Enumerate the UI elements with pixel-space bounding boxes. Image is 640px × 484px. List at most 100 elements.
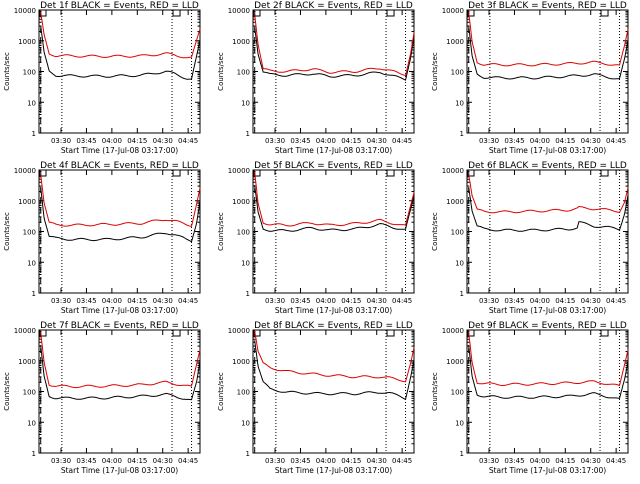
x-axis-label: Start Time (17-Jul-08 03:17:00) xyxy=(275,466,392,475)
series-line-events xyxy=(468,25,629,80)
x-tick-label: 03:45 xyxy=(290,297,310,305)
x-tick-label: 04:15 xyxy=(341,457,361,465)
plot-frame xyxy=(38,169,201,294)
y-tick-label: 1 xyxy=(32,290,36,298)
start-bracket-marker xyxy=(467,170,475,177)
x-tick-label: 03:45 xyxy=(76,457,96,465)
end-bracket-marker xyxy=(386,170,395,177)
series-line-events xyxy=(254,26,415,81)
y-tick-label: 10 xyxy=(241,419,250,427)
y-tick-label: 1000 xyxy=(18,38,36,46)
series-line-lld xyxy=(468,332,629,387)
y-tick-label: 10000 xyxy=(14,327,36,335)
x-tick-label: 04:15 xyxy=(555,297,575,305)
chart-panel-4: Det 4f BLACK = Events, RED = LLD 1 10 100 10… xyxy=(3,161,201,315)
series-line-events xyxy=(254,185,415,232)
start-bracket-marker xyxy=(39,330,47,337)
x-tick-label: 04:45 xyxy=(178,297,198,305)
y-tick-label: 1000 xyxy=(18,198,36,206)
end-bracket-marker xyxy=(172,170,181,177)
x-tick-label: 04:15 xyxy=(555,457,575,465)
chart-panel-7: Det 7f BLACK = Events, RED = LLD 1 10 100 10… xyxy=(3,321,201,475)
x-tick-label: 04:30 xyxy=(367,137,387,145)
x-tick-label: 04:45 xyxy=(392,137,412,145)
start-bracket-marker xyxy=(39,170,47,177)
y-tick-label: 100 xyxy=(23,229,36,237)
chart-panel-2: Det 2f BLACK = Events, RED = LLD 1 10 100 10… xyxy=(217,1,415,155)
end-bracket-marker xyxy=(172,330,181,337)
series-line-events xyxy=(40,25,201,80)
start-bracket-marker xyxy=(253,10,261,17)
y-tick-label: 100 xyxy=(237,389,250,397)
x-axis-label: Start Time (17-Jul-08 03:17:00) xyxy=(61,466,178,475)
chart-panel-1: Det 1f BLACK = Events, RED = LLD 1 10 100 10… xyxy=(3,1,201,155)
y-axis-label: Counts/sec xyxy=(217,212,225,251)
x-tick-label: 04:30 xyxy=(367,297,387,305)
y-axis-label: Counts/sec xyxy=(3,52,11,91)
x-tick-label: 04:00 xyxy=(530,137,550,145)
x-tick-label: 03:45 xyxy=(290,457,310,465)
series-line-lld xyxy=(40,173,201,227)
y-tick-label: 10 xyxy=(455,259,464,267)
x-axis-label: Start Time (17-Jul-08 03:17:00) xyxy=(489,146,606,155)
y-tick-label: 1 xyxy=(32,450,36,458)
y-tick-label: 10000 xyxy=(228,7,250,15)
x-tick-label: 04:15 xyxy=(127,457,147,465)
plot-frame xyxy=(38,329,201,454)
x-tick-label: 04:00 xyxy=(102,297,122,305)
x-tick-label: 04:00 xyxy=(316,297,336,305)
y-axis-label: Counts/sec xyxy=(431,372,439,411)
y-tick-label: 1 xyxy=(246,450,250,458)
y-tick-label: 100 xyxy=(451,229,464,237)
x-tick-label: 03:30 xyxy=(265,137,285,145)
x-tick-label: 04:45 xyxy=(392,297,412,305)
plot-frame xyxy=(252,169,415,294)
series-line-events xyxy=(254,340,415,401)
y-tick-label: 1 xyxy=(460,450,464,458)
x-axis-label: Start Time (17-Jul-08 03:17:00) xyxy=(61,306,178,315)
y-tick-label: 1000 xyxy=(232,358,250,366)
x-tick-label: 04:15 xyxy=(341,297,361,305)
y-tick-label: 1000 xyxy=(446,358,464,366)
y-tick-label: 1000 xyxy=(446,198,464,206)
chart-title: Det 9f BLACK = Events, RED = LLD xyxy=(468,321,627,331)
x-tick-label: 04:15 xyxy=(341,137,361,145)
y-tick-label: 10 xyxy=(241,259,250,267)
x-tick-label: 03:30 xyxy=(51,297,71,305)
y-tick-label: 100 xyxy=(23,389,36,397)
x-axis-label: Start Time (17-Jul-08 03:17:00) xyxy=(489,306,606,315)
x-tick-label: 03:45 xyxy=(504,297,524,305)
chart-title: Det 3f BLACK = Events, RED = LLD xyxy=(468,1,627,11)
y-tick-label: 10000 xyxy=(14,7,36,15)
x-tick-label: 03:30 xyxy=(479,457,499,465)
y-tick-label: 10 xyxy=(241,99,250,107)
y-axis-label: Counts/sec xyxy=(431,212,439,251)
x-tick-label: 03:45 xyxy=(290,137,310,145)
end-bracket-marker xyxy=(600,10,609,17)
y-tick-label: 1000 xyxy=(18,358,36,366)
x-tick-label: 04:45 xyxy=(178,137,198,145)
x-axis-label: Start Time (17-Jul-08 03:17:00) xyxy=(275,146,392,155)
plot-frame xyxy=(466,169,629,294)
x-axis-label: Start Time (17-Jul-08 03:17:00) xyxy=(61,146,178,155)
y-axis-label: Counts/sec xyxy=(3,212,11,251)
x-tick-label: 04:15 xyxy=(127,137,147,145)
series-line-events xyxy=(40,186,201,243)
x-tick-label: 04:45 xyxy=(178,457,198,465)
x-axis-label: Start Time (17-Jul-08 03:17:00) xyxy=(275,306,392,315)
y-tick-label: 1 xyxy=(460,290,464,298)
y-tick-label: 10000 xyxy=(14,167,36,175)
x-tick-label: 03:45 xyxy=(504,457,524,465)
series-line-events xyxy=(468,344,629,400)
x-axis-label: Start Time (17-Jul-08 03:17:00) xyxy=(489,466,606,475)
y-tick-label: 10 xyxy=(27,99,36,107)
series-line-events xyxy=(40,344,201,401)
y-tick-label: 10 xyxy=(455,99,464,107)
plot-frame xyxy=(38,9,201,134)
x-tick-label: 04:00 xyxy=(102,137,122,145)
end-bracket-marker xyxy=(600,170,609,177)
y-tick-label: 1 xyxy=(460,130,464,138)
x-tick-label: 04:30 xyxy=(153,297,173,305)
